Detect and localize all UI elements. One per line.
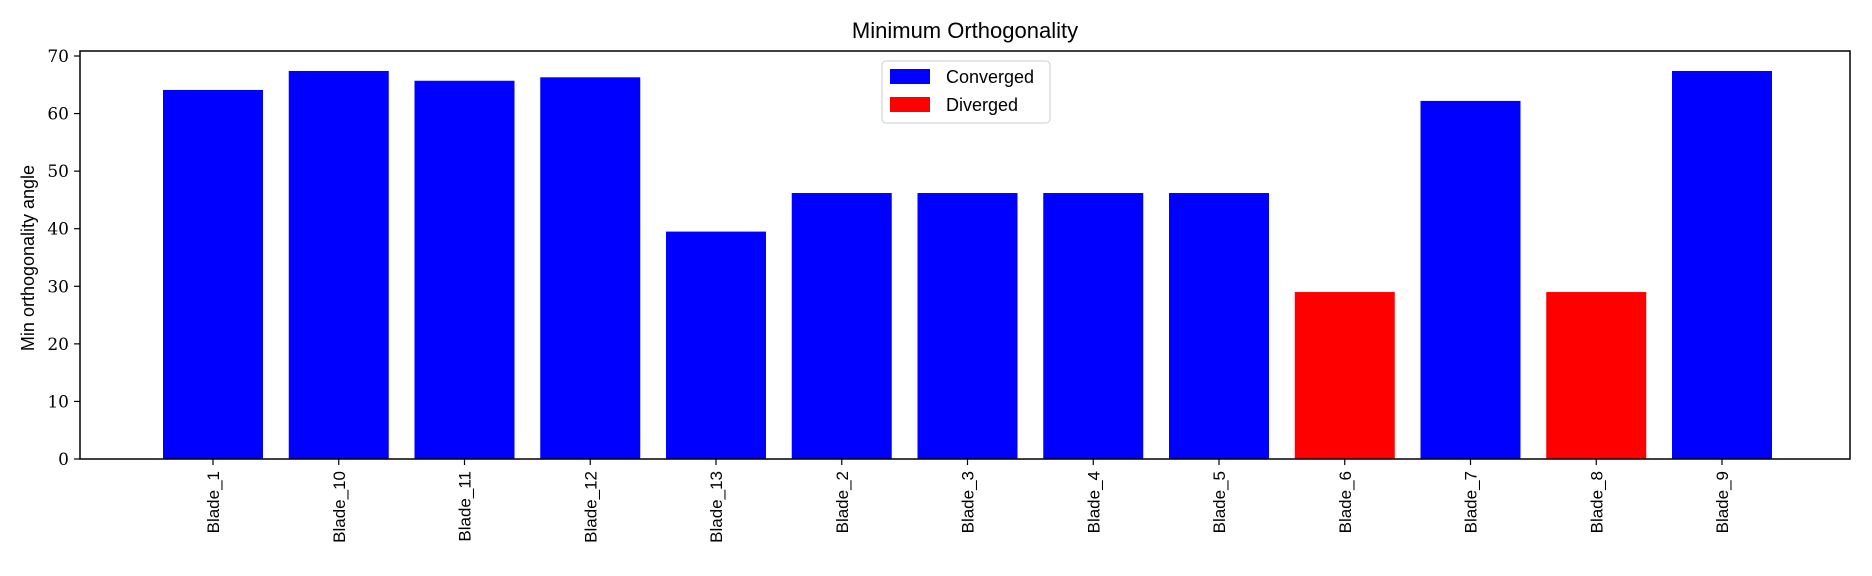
bar-blade-7 [1420,100,1521,460]
y-tick-label: 40 [47,220,69,240]
bar-blade-6 [1294,292,1395,459]
bar-blade-3 [917,193,1018,459]
bar-blade-8 [1546,292,1647,459]
x-axis: Blade_1 Blade_10 Blade_11 Blade_12 Blade_13 B… [204,459,1732,543]
legend-swatch-diverged [890,97,930,112]
plot-frame [79,50,1851,460]
x-tick-label: Blade_9 [1713,471,1732,533]
x-tick-label: Blade_13 [707,471,726,543]
bar-blade-9 [1672,70,1772,460]
y-tick-label: 30 [47,277,69,297]
y-axis: 0 10 20 30 40 50 60 70 [47,47,80,470]
bar-blade-4 [1043,193,1144,459]
x-tick-label: Blade_12 [581,471,600,543]
bar-blade-11 [414,80,515,460]
x-tick-label: Blade_3 [959,471,978,533]
x-tick-label: Blade_11 [456,471,475,542]
x-tick-label: Blade_2 [833,471,852,533]
x-tick-label: Blade_5 [1210,471,1229,533]
bars-group [163,70,1772,460]
y-tick-label: 20 [47,335,69,355]
y-tick-label: 70 [47,47,69,67]
legend-label-diverged: Diverged [946,95,1018,115]
chart-title: Minimum Orthogonality [852,18,1078,43]
x-tick-label: Blade_10 [330,471,349,543]
x-tick-label: Blade_6 [1336,471,1355,533]
bar-blade-10 [288,70,389,460]
legend-label-converged: Converged [946,67,1034,87]
y-tick-label: 50 [47,162,69,182]
y-axis-label: Min orthogonality angle [18,165,38,351]
bar-blade-13 [666,231,766,459]
y-tick-label: 0 [58,450,69,470]
bar-blade-5 [1169,193,1269,459]
x-tick-label: Blade_4 [1084,471,1103,533]
x-tick-label: Blade_7 [1462,471,1481,533]
bar-blade-12 [540,77,641,460]
bar-blade-1 [163,89,263,460]
x-tick-label: Blade_1 [204,471,223,533]
legend: Converged Diverged [881,60,1051,124]
bar-blade-2 [791,193,892,459]
y-tick-label: 60 [47,105,69,125]
legend-swatch-converged [890,69,930,84]
y-tick-label: 10 [47,392,69,412]
x-tick-label: Blade_8 [1587,471,1606,533]
